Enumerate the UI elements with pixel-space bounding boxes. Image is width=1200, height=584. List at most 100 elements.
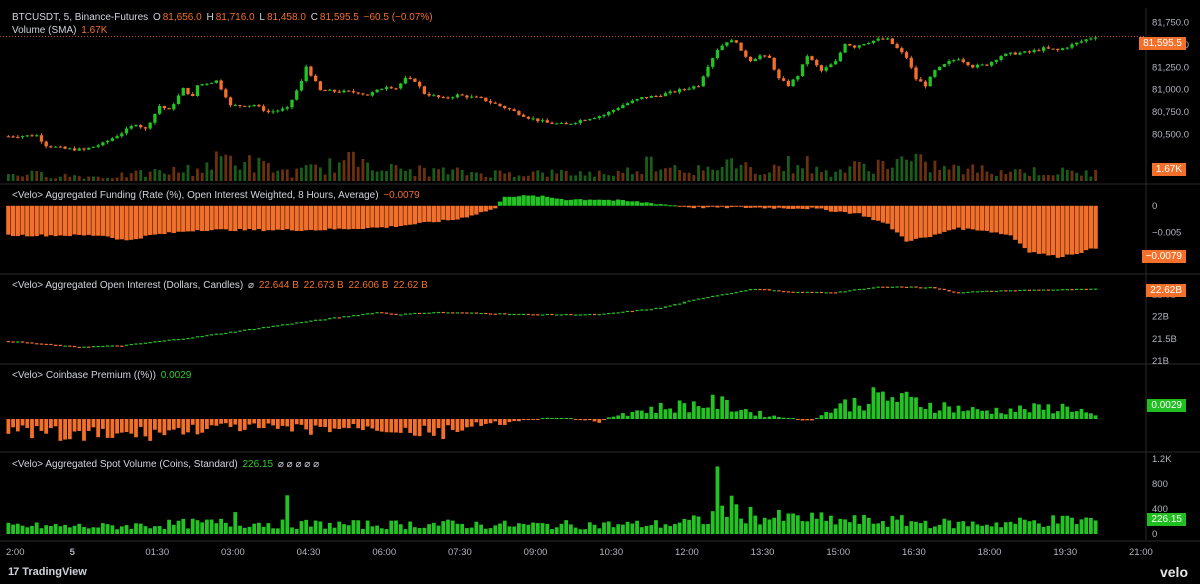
volume-bar <box>664 168 667 181</box>
spot-volume-bar <box>833 524 838 534</box>
funding-bar <box>29 205 35 237</box>
funding-bar <box>20 205 25 235</box>
funding-bar <box>285 205 290 230</box>
price-candle <box>157 105 162 114</box>
tradingview-brand[interactable]: 17 TradingView <box>8 566 87 578</box>
price-candle <box>611 109 616 112</box>
funding-bar <box>530 195 536 206</box>
price-candle <box>1018 52 1022 55</box>
price-candle <box>862 43 866 46</box>
funding-bar <box>984 205 990 231</box>
oi-candle <box>767 289 772 291</box>
premium-bar <box>1046 404 1051 419</box>
spot-volume-bar <box>966 526 970 534</box>
spot-volume-bar <box>167 519 171 534</box>
premium-bar <box>748 412 753 419</box>
price-candle <box>309 66 313 76</box>
price-badge: 81,595.5 <box>1139 37 1186 50</box>
oi-candle <box>243 329 247 331</box>
price-candle <box>285 107 289 109</box>
volume-bar <box>257 157 261 181</box>
premium-bar <box>611 416 616 419</box>
premium-bar <box>507 419 512 423</box>
funding-bar <box>705 205 711 208</box>
volume-bar <box>375 171 379 181</box>
price-candle <box>195 85 200 97</box>
premium-bar <box>446 419 450 426</box>
volume-bar <box>1009 171 1012 181</box>
oi-candle <box>781 290 786 293</box>
premium-bar <box>72 419 77 432</box>
volume-bar <box>474 172 478 181</box>
oi-candle <box>919 287 923 289</box>
spot-volume-bar <box>205 519 209 534</box>
oi-candle <box>96 346 100 348</box>
volume-bar <box>110 178 114 181</box>
spot-volume-bar <box>148 528 153 534</box>
funding-bar <box>512 196 517 206</box>
y-tick-label: 800 <box>1152 479 1168 490</box>
funding-bar <box>181 205 186 232</box>
funding-bar <box>384 205 389 228</box>
funding-bar <box>143 205 148 236</box>
premium-bar <box>361 419 365 430</box>
funding-bar <box>866 205 871 217</box>
funding-bar <box>403 205 408 226</box>
volume-bar <box>990 174 994 181</box>
premium-bar <box>413 419 417 436</box>
funding-bar <box>762 205 767 209</box>
funding-bar <box>464 205 470 218</box>
price-candle <box>715 50 720 59</box>
funding-bar <box>129 205 134 240</box>
funding-bar <box>663 204 668 206</box>
funding-bar <box>847 205 852 214</box>
spot-volume-bar <box>72 525 77 534</box>
premium-bar <box>195 419 200 435</box>
oi-candle <box>1056 289 1060 291</box>
volume-bar <box>985 171 989 181</box>
price-candle <box>53 146 58 148</box>
funding-bar <box>696 205 701 207</box>
premium-bar <box>266 419 271 424</box>
premium-bar <box>91 419 96 428</box>
premium-bar <box>904 391 909 419</box>
premium-bar <box>493 419 498 422</box>
spot-volume-bar <box>942 518 947 534</box>
premium-bar <box>82 419 86 441</box>
oi-candle <box>720 294 724 296</box>
spot-volume-bar <box>810 512 814 534</box>
oi-candle <box>209 334 214 336</box>
oi-candle <box>800 291 805 294</box>
oi-low: 22.606 B <box>348 280 389 291</box>
volume-bar <box>77 176 81 181</box>
spot-volume-bar <box>403 529 408 534</box>
funding-bar <box>568 199 574 206</box>
price-candle <box>72 148 77 151</box>
premium-bar <box>190 419 195 425</box>
volume-bar <box>380 170 384 181</box>
volume-bar <box>252 172 256 181</box>
premium-bar <box>379 419 384 432</box>
funding-bar <box>634 201 640 206</box>
spot-volume-bar <box>970 521 975 534</box>
funding-bar <box>1055 205 1060 258</box>
funding-bar <box>365 205 370 229</box>
price-candle <box>11 136 15 138</box>
oi-candle <box>337 317 341 319</box>
price-candle <box>999 56 1003 60</box>
oi-candle <box>692 299 696 301</box>
volume-bar <box>352 151 355 181</box>
funding-bar <box>105 205 110 237</box>
price-candle <box>838 52 843 62</box>
funding-bar <box>587 199 592 206</box>
price-candle <box>971 65 975 68</box>
price-candle <box>885 38 890 40</box>
price-candle <box>276 110 280 112</box>
premium-bar <box>701 407 706 419</box>
spot-volume-bar <box>195 520 200 534</box>
funding-bar <box>86 205 91 235</box>
premium-bar <box>1089 413 1093 419</box>
volume-bar <box>285 169 289 181</box>
price-candle <box>1041 47 1046 51</box>
